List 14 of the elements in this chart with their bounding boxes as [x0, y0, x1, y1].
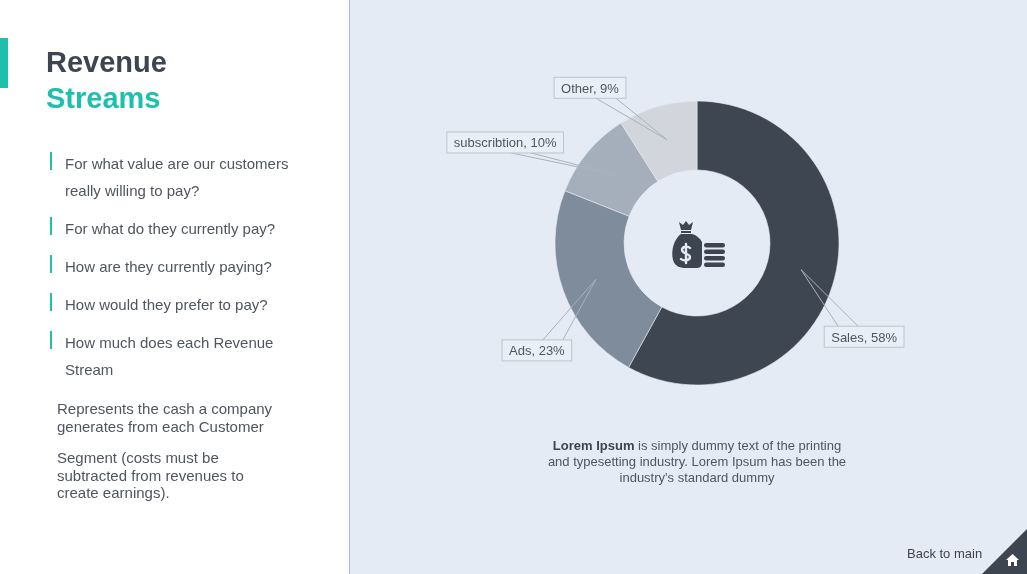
slice-label: Sales, 58% — [831, 329, 898, 345]
text: Segment (costs must be subtracted from revenues to create earnings). — [57, 449, 245, 502]
slice-label: Other, 9% — [561, 80, 620, 96]
text: How would they prefer to pay? — [65, 296, 268, 313]
text: For what value are our customers really willing to pay? — [65, 155, 289, 199]
text: Revenue Streams — [46, 45, 167, 116]
text: Back to main — [907, 546, 983, 562]
text: Represents the cash a company generates from each Customer — [57, 400, 274, 435]
text: For what do they currently pay? — [65, 220, 276, 237]
slice-label: subscribtion, 10% — [453, 134, 557, 150]
slice-label: Ads, 23% — [509, 342, 566, 358]
text: Lorem Ipsum is simply dummy text of the printing and typesetting industry. Lorem Ipsum has been the industry's standard dummy — [547, 438, 847, 485]
text: How are they currently paying? — [65, 258, 272, 275]
text: How much does each Revenue Stream — [65, 334, 274, 378]
